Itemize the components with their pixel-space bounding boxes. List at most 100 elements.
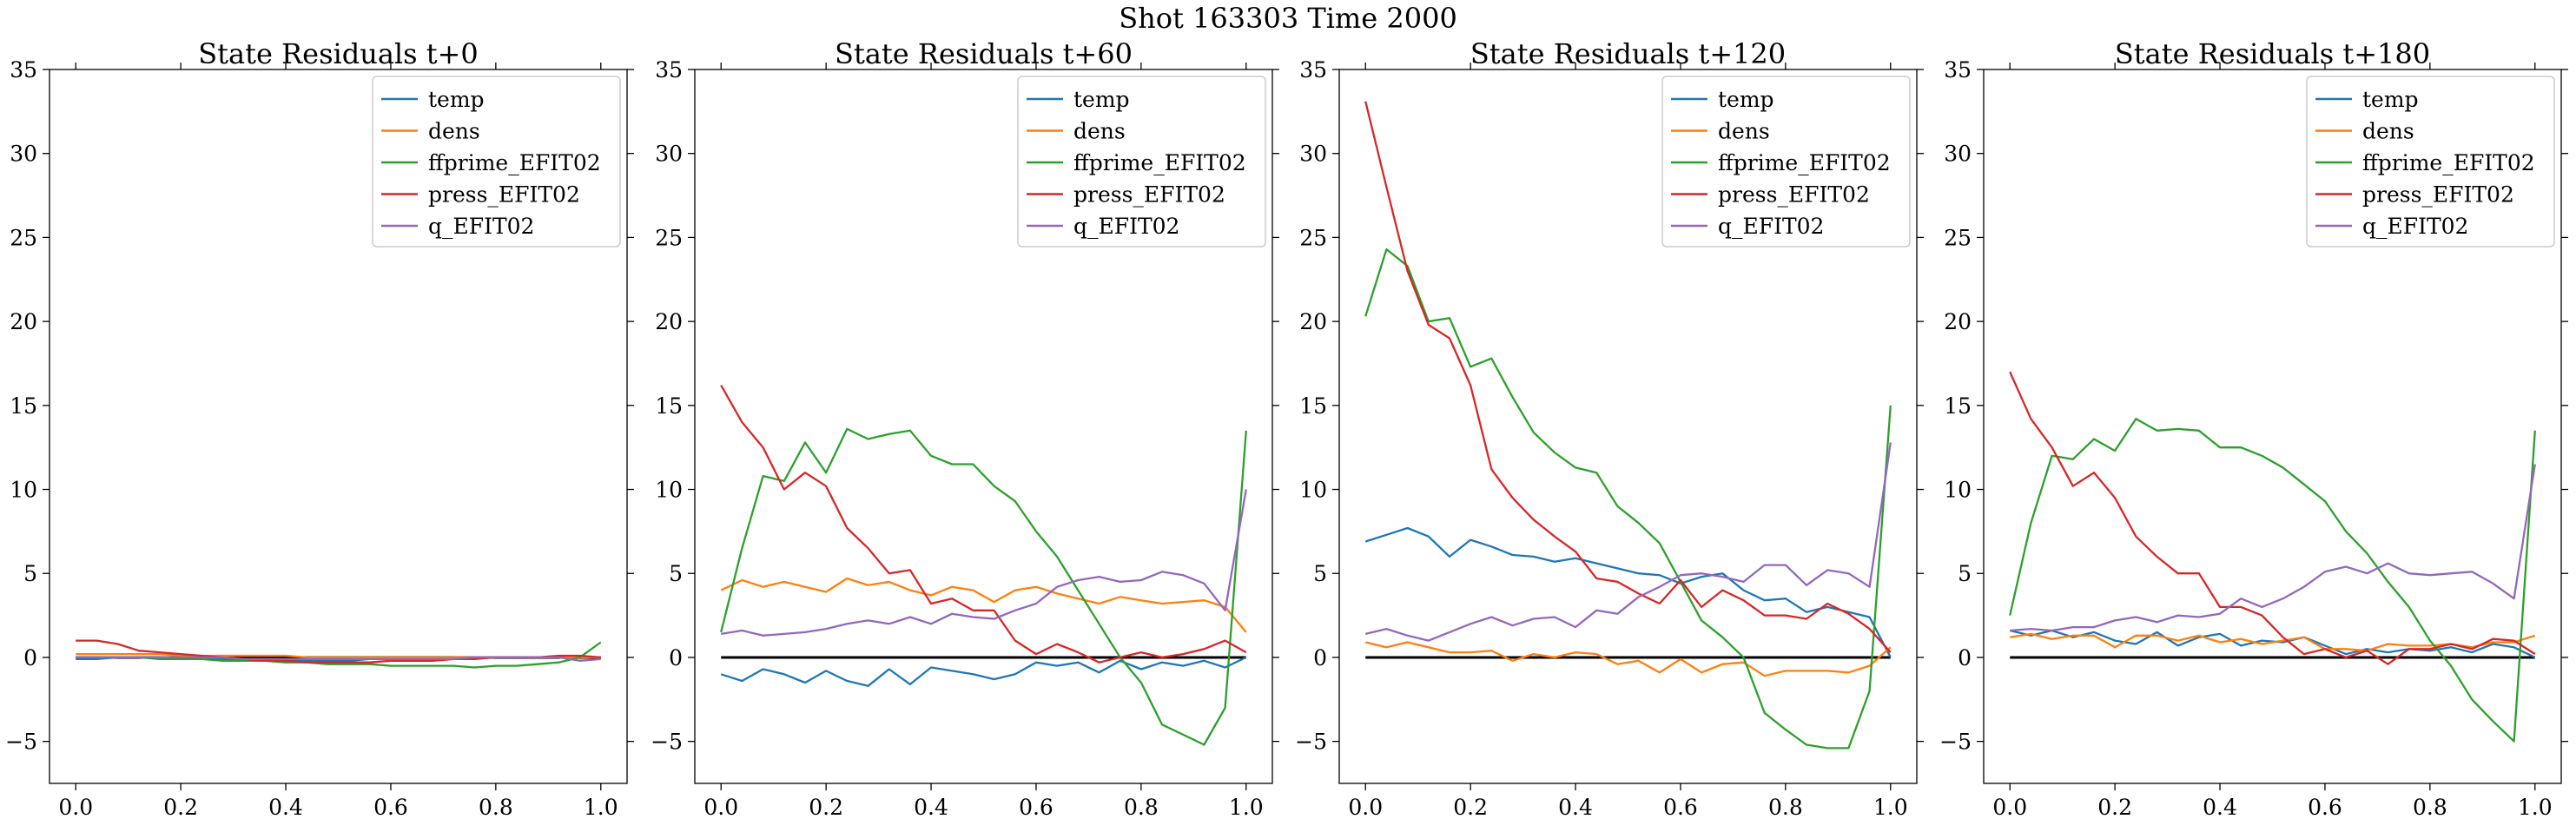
legend-label-dens: dens [1073, 119, 1126, 144]
chart-title: State Residuals t+60 [835, 37, 1133, 70]
y-tick-label: 25 [655, 225, 683, 250]
legend-label-q_EFIT02: q_EFIT02 [1718, 214, 1824, 239]
legend-label-ffprime_EFIT02: ffprime_EFIT02 [1718, 150, 1891, 175]
x-tick-label: 0.6 [1663, 795, 1698, 819]
x-tick-label: 0.2 [809, 795, 843, 819]
chart-title: State Residuals t+0 [198, 37, 479, 70]
x-tick-label: 1.0 [584, 795, 618, 819]
plot-frame [1983, 69, 2562, 784]
series-line-q_EFIT02 [721, 489, 1247, 637]
x-tick-label: 0.0 [58, 795, 93, 819]
y-tick-label: −5 [1295, 730, 1327, 755]
y-tick-label: 30 [10, 142, 37, 167]
x-tick-label: 0.8 [479, 795, 513, 819]
legend: temp dens ffprime_EFIT02 press_EFIT02 q_EFIT… [372, 76, 621, 248]
y-tick-label: 20 [655, 309, 683, 334]
legend-box [2306, 76, 2555, 248]
y-tick-label: 25 [1944, 225, 1972, 250]
y-tick-label: 20 [1944, 309, 1972, 334]
series-line-temp [1364, 526, 1892, 658]
y-tick-label: 10 [10, 478, 37, 503]
legend-label-temp: temp [1073, 87, 1130, 112]
legend-label-temp: temp [2362, 87, 2419, 112]
y-tick-label: 30 [655, 142, 683, 167]
x-tick-label: 0.8 [1768, 795, 1803, 819]
series-line-dens [720, 577, 1247, 633]
legend-label-ffprime_EFIT02: ffprime_EFIT02 [1073, 150, 1246, 175]
x-tick-label: 1.0 [2518, 795, 2553, 819]
series-line-temp [720, 656, 1247, 687]
y-tick-label: 35 [10, 57, 37, 83]
series-line-q_EFIT02 [1364, 442, 1892, 642]
legend: temp dens ffprime_EFIT02 press_EFIT02 q_EFIT… [2306, 76, 2555, 248]
y-tick-label: 10 [1299, 478, 1327, 503]
legend-label-ffprime_EFIT02: ffprime_EFIT02 [2362, 150, 2535, 175]
series-line-q_EFIT02 [76, 656, 601, 662]
legend: temp dens ffprime_EFIT02 press_EFIT02 q_EFIT… [1017, 76, 1266, 248]
x-tick-label: 0.6 [373, 795, 408, 819]
x-tick-label: 0.0 [703, 795, 738, 819]
legend-label-q_EFIT02: q_EFIT02 [428, 214, 534, 239]
legend-label-dens: dens [2362, 119, 2414, 144]
y-tick-label: 0 [669, 645, 683, 670]
legend-label-press_EFIT02: press_EFIT02 [2362, 182, 2514, 208]
y-tick-label: 20 [1299, 309, 1327, 334]
y-tick-label: 25 [1299, 225, 1327, 250]
series-line-ffprime_EFIT02 [2009, 418, 2536, 743]
y-tick-label: 30 [1944, 142, 1972, 167]
chart-title: State Residuals t+180 [2115, 37, 2430, 70]
x-tick-label: 0.4 [268, 795, 303, 819]
y-tick-label: −5 [1939, 730, 1972, 755]
y-tick-label: 5 [1958, 561, 1972, 586]
legend-label-dens: dens [428, 119, 480, 144]
y-tick-label: 5 [23, 561, 37, 586]
series-line-dens [1364, 641, 1892, 677]
y-tick-label: 15 [1299, 393, 1327, 419]
x-tick-label: 0.2 [1453, 795, 1488, 819]
series-line-q_EFIT02 [2010, 464, 2536, 632]
x-tick-label: 0.2 [163, 795, 198, 819]
chart-panel-2: State Residuals t+120 0.0 0.2 0.4 0.6 0.8 1.0 −… [1295, 37, 1924, 819]
x-tick-label: 0.0 [1348, 795, 1383, 819]
x-tick-label: 0.6 [1019, 795, 1054, 819]
y-tick-label: 30 [1299, 142, 1327, 167]
chart-panel-1: State Residuals t+60 0.0 0.2 0.4 0.6 0.8 1.0 −5… [651, 37, 1279, 819]
series-line-ffprime_EFIT02 [720, 427, 1247, 746]
x-tick-label: 0.8 [1124, 795, 1159, 819]
plot-frame [49, 69, 628, 784]
y-tick-label: −5 [5, 730, 37, 755]
y-tick-label: 20 [10, 309, 37, 334]
x-tick-label: 0.4 [1558, 795, 1593, 819]
series-line-press_EFIT02 [2009, 371, 2536, 665]
plot-frame [694, 69, 1273, 784]
series-line-ffprime_EFIT02 [1364, 248, 1892, 750]
chart-panel-3: State Residuals t+180 0.0 0.2 0.4 0.6 0.8 1.0 −… [1939, 37, 2568, 819]
x-tick-label: 1.0 [1229, 795, 1264, 819]
y-tick-label: 10 [655, 478, 683, 503]
x-tick-label: 0.6 [2308, 795, 2342, 819]
legend-label-press_EFIT02: press_EFIT02 [1073, 182, 1225, 208]
y-tick-label: 15 [655, 393, 683, 419]
x-tick-label: 0.4 [914, 795, 948, 819]
legend-label-temp: temp [428, 87, 485, 112]
y-tick-label: 35 [655, 57, 683, 83]
legend-box [1661, 76, 1911, 248]
legend-label-press_EFIT02: press_EFIT02 [1718, 182, 1870, 208]
y-tick-label: 25 [10, 225, 37, 250]
x-tick-label: 1.0 [1873, 795, 1908, 819]
y-tick-label: 15 [1944, 393, 1972, 419]
x-tick-label: 0.2 [2097, 795, 2132, 819]
y-tick-label: 0 [1958, 645, 1972, 670]
legend-box [372, 76, 621, 248]
y-tick-label: 0 [1313, 645, 1327, 670]
legend-label-dens: dens [1718, 119, 1770, 144]
plot-frame [1338, 69, 1918, 784]
y-tick-label: 10 [1944, 478, 1972, 503]
y-tick-label: 0 [23, 645, 37, 670]
y-tick-label: 35 [1944, 57, 1972, 83]
x-tick-label: 0.4 [2203, 795, 2237, 819]
legend-label-ffprime_EFIT02: ffprime_EFIT02 [428, 150, 601, 175]
x-tick-label: 0.0 [1992, 795, 2027, 819]
figure-title: Shot 163303 Time 2000 [1119, 2, 1457, 35]
